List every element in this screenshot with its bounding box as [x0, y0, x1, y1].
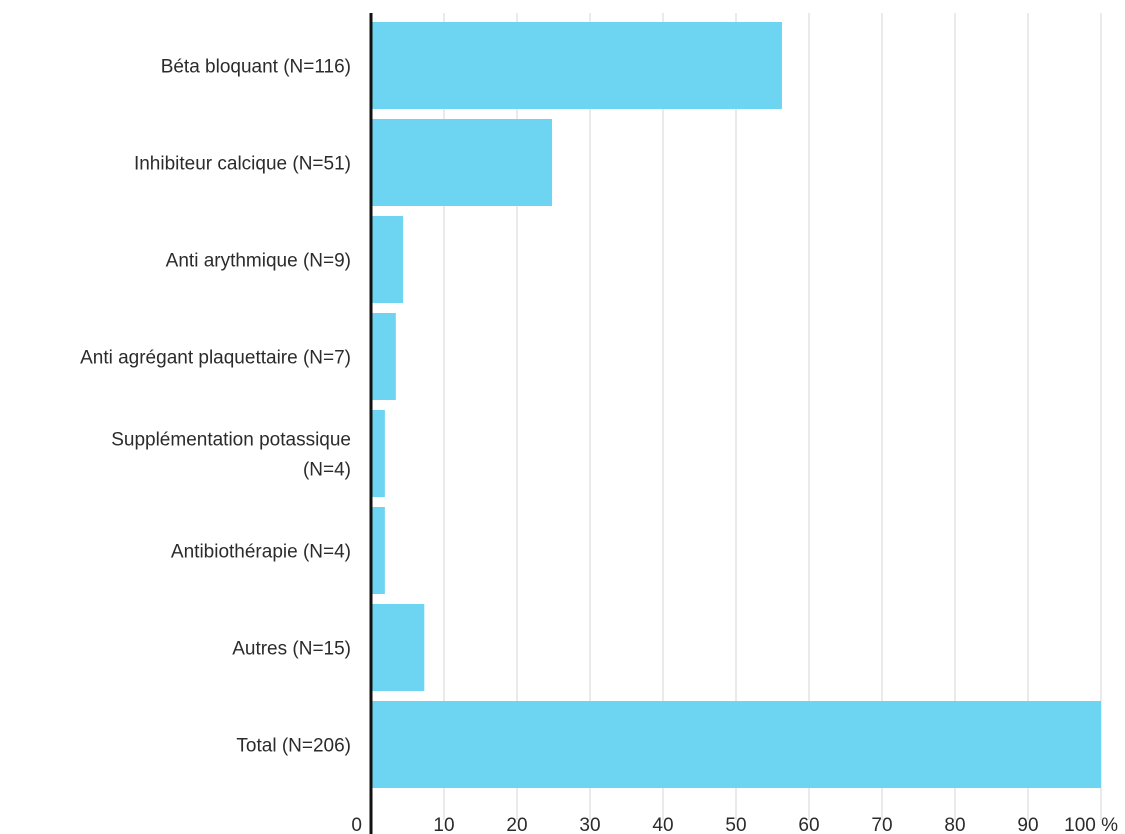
bar	[371, 604, 425, 691]
x-tick-label: 30	[579, 815, 600, 834]
category-label: Anti agrégant plaquettaire (N=7)	[80, 348, 351, 369]
bars	[371, 22, 1101, 788]
category-label: Total (N=206)	[236, 736, 351, 757]
category-label: Anti arythmique (N=9)	[166, 251, 351, 272]
x-tick-label: 70	[871, 815, 892, 834]
category-label: Supplémentation potassique	[111, 430, 351, 451]
category-labels: Béta bloquant (N=116) Inhibiteur calcique…	[80, 57, 351, 757]
x-tick-label: 80	[944, 815, 965, 834]
bar	[371, 216, 404, 303]
x-tick-label: 50	[725, 815, 746, 834]
category-label: Autres (N=15)	[232, 639, 351, 660]
x-tick-label: 100 %	[1064, 815, 1118, 834]
x-tick-label: 40	[652, 815, 673, 834]
bar	[371, 119, 553, 206]
bar	[371, 701, 1101, 788]
category-label: Antibiothérapie (N=4)	[171, 542, 351, 563]
x-tick-label: 90	[1017, 815, 1038, 834]
x-tick-label: 0	[351, 815, 362, 834]
bar	[371, 313, 396, 400]
bar	[371, 507, 385, 594]
bar	[371, 22, 782, 109]
x-tick-label: 20	[506, 815, 527, 834]
x-tick-label: 10	[433, 815, 454, 834]
x-tick-labels: 0 10 20 30 40 50 60 70 80 90 100 %	[351, 815, 1118, 834]
bar	[371, 410, 385, 497]
category-label: Inhibiteur calcique (N=51)	[134, 154, 351, 175]
x-tick-label: 60	[798, 815, 819, 834]
category-label: Béta bloquant (N=116)	[161, 57, 351, 78]
category-label: (N=4)	[303, 460, 351, 481]
